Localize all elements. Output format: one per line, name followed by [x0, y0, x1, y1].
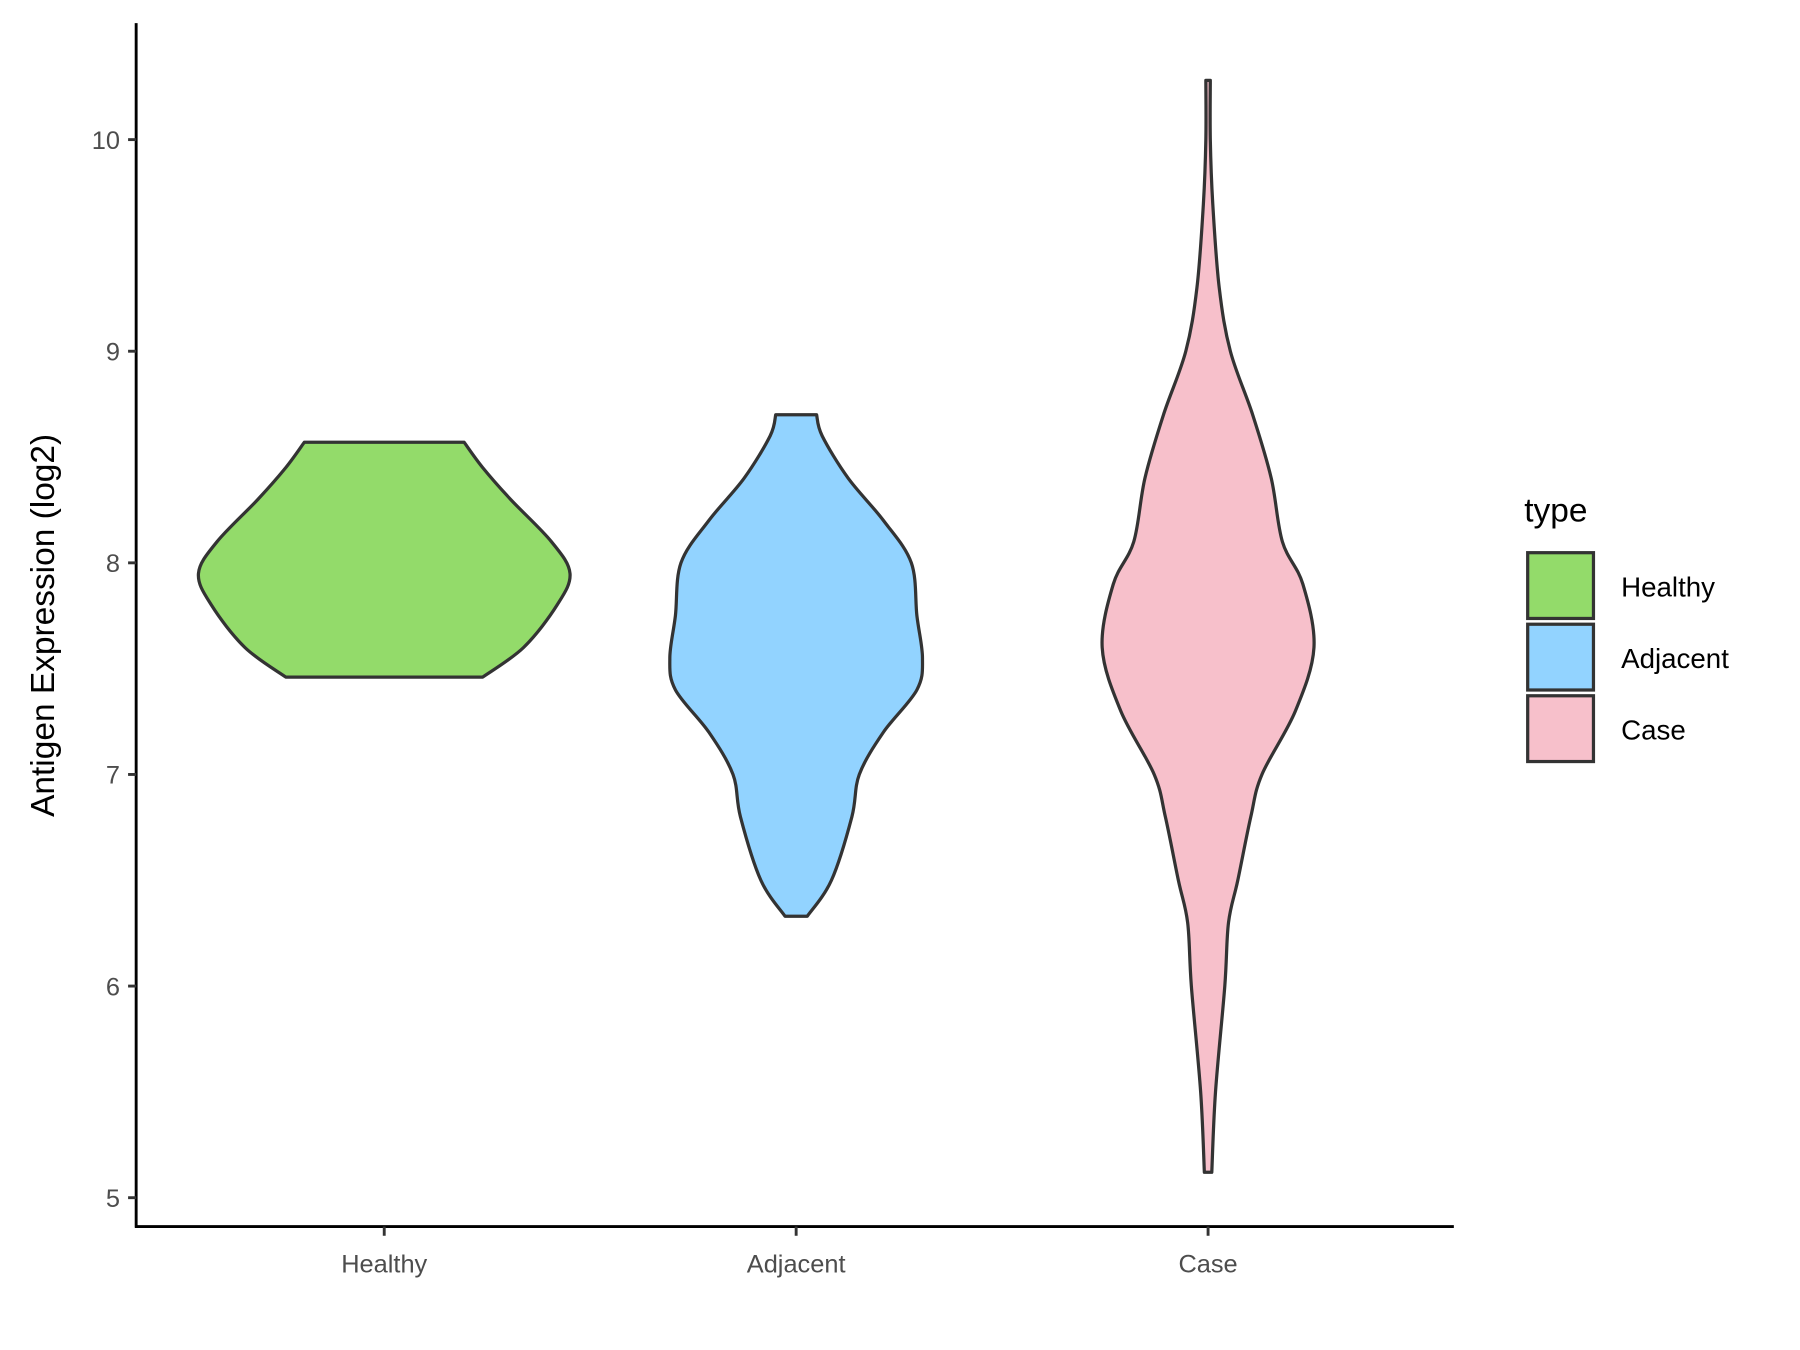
x-ticks: Healthy Adjacent Case	[341, 1226, 1238, 1279]
y-tick-label: 7	[106, 762, 120, 790]
violin-healthy	[196, 440, 572, 679]
violin-adjacent	[668, 413, 925, 918]
x-tick-label: Case	[1178, 1251, 1237, 1279]
y-tick-label: 10	[92, 127, 120, 155]
legend-title: type	[1524, 493, 1587, 530]
y-tick-label: 8	[106, 550, 120, 578]
violin-case	[1100, 78, 1316, 1174]
legend-label-adjacent: Adjacent	[1621, 643, 1729, 674]
x-tick-label: Healthy	[341, 1251, 427, 1279]
legend: type Healthy Adjacent Case	[1524, 493, 1729, 764]
violins	[196, 78, 1316, 1174]
legend-label-healthy: Healthy	[1621, 572, 1715, 603]
legend-swatch-case	[1526, 694, 1596, 764]
legend-swatch-healthy	[1526, 551, 1596, 621]
y-ticks: 5 6 7 8 9 10	[92, 127, 137, 1213]
legend-swatch-adjacent	[1526, 622, 1596, 692]
y-axis-title: Antigen Expression (log2)	[25, 434, 62, 817]
y-tick-label: 9	[106, 338, 120, 366]
x-tick-label: Adjacent	[747, 1251, 846, 1279]
legend-label-case: Case	[1621, 715, 1686, 746]
y-tick-label: 5	[106, 1185, 120, 1213]
y-tick-label: 6	[106, 973, 120, 1001]
